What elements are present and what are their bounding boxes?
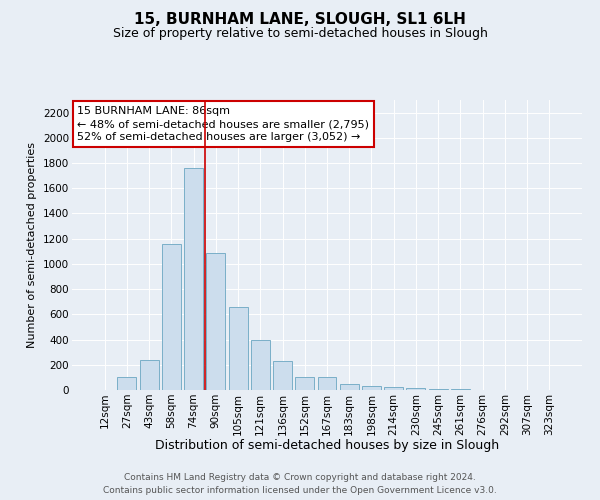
Bar — [229, 307, 248, 390]
Bar — [162, 244, 181, 390]
Bar — [251, 340, 270, 390]
Bar — [206, 252, 225, 390]
Text: Distribution of semi-detached houses by size in Slough: Distribution of semi-detached houses by … — [155, 440, 499, 452]
Bar — [140, 360, 158, 390]
Bar — [118, 378, 136, 390]
Y-axis label: Number of semi-detached properties: Number of semi-detached properties — [28, 142, 37, 348]
Bar — [384, 388, 403, 390]
Bar — [295, 378, 314, 390]
Bar — [362, 386, 381, 390]
Bar — [406, 388, 425, 390]
Text: 15 BURNHAM LANE: 86sqm
← 48% of semi-detached houses are smaller (2,795)
52% of : 15 BURNHAM LANE: 86sqm ← 48% of semi-det… — [77, 106, 369, 142]
Text: Contains HM Land Registry data © Crown copyright and database right 2024.
Contai: Contains HM Land Registry data © Crown c… — [103, 474, 497, 495]
Bar — [340, 384, 359, 390]
Bar — [317, 378, 337, 390]
Bar — [429, 388, 448, 390]
Text: Size of property relative to semi-detached houses in Slough: Size of property relative to semi-detach… — [113, 28, 487, 40]
Bar — [184, 168, 203, 390]
Bar — [273, 361, 292, 390]
Text: 15, BURNHAM LANE, SLOUGH, SL1 6LH: 15, BURNHAM LANE, SLOUGH, SL1 6LH — [134, 12, 466, 28]
